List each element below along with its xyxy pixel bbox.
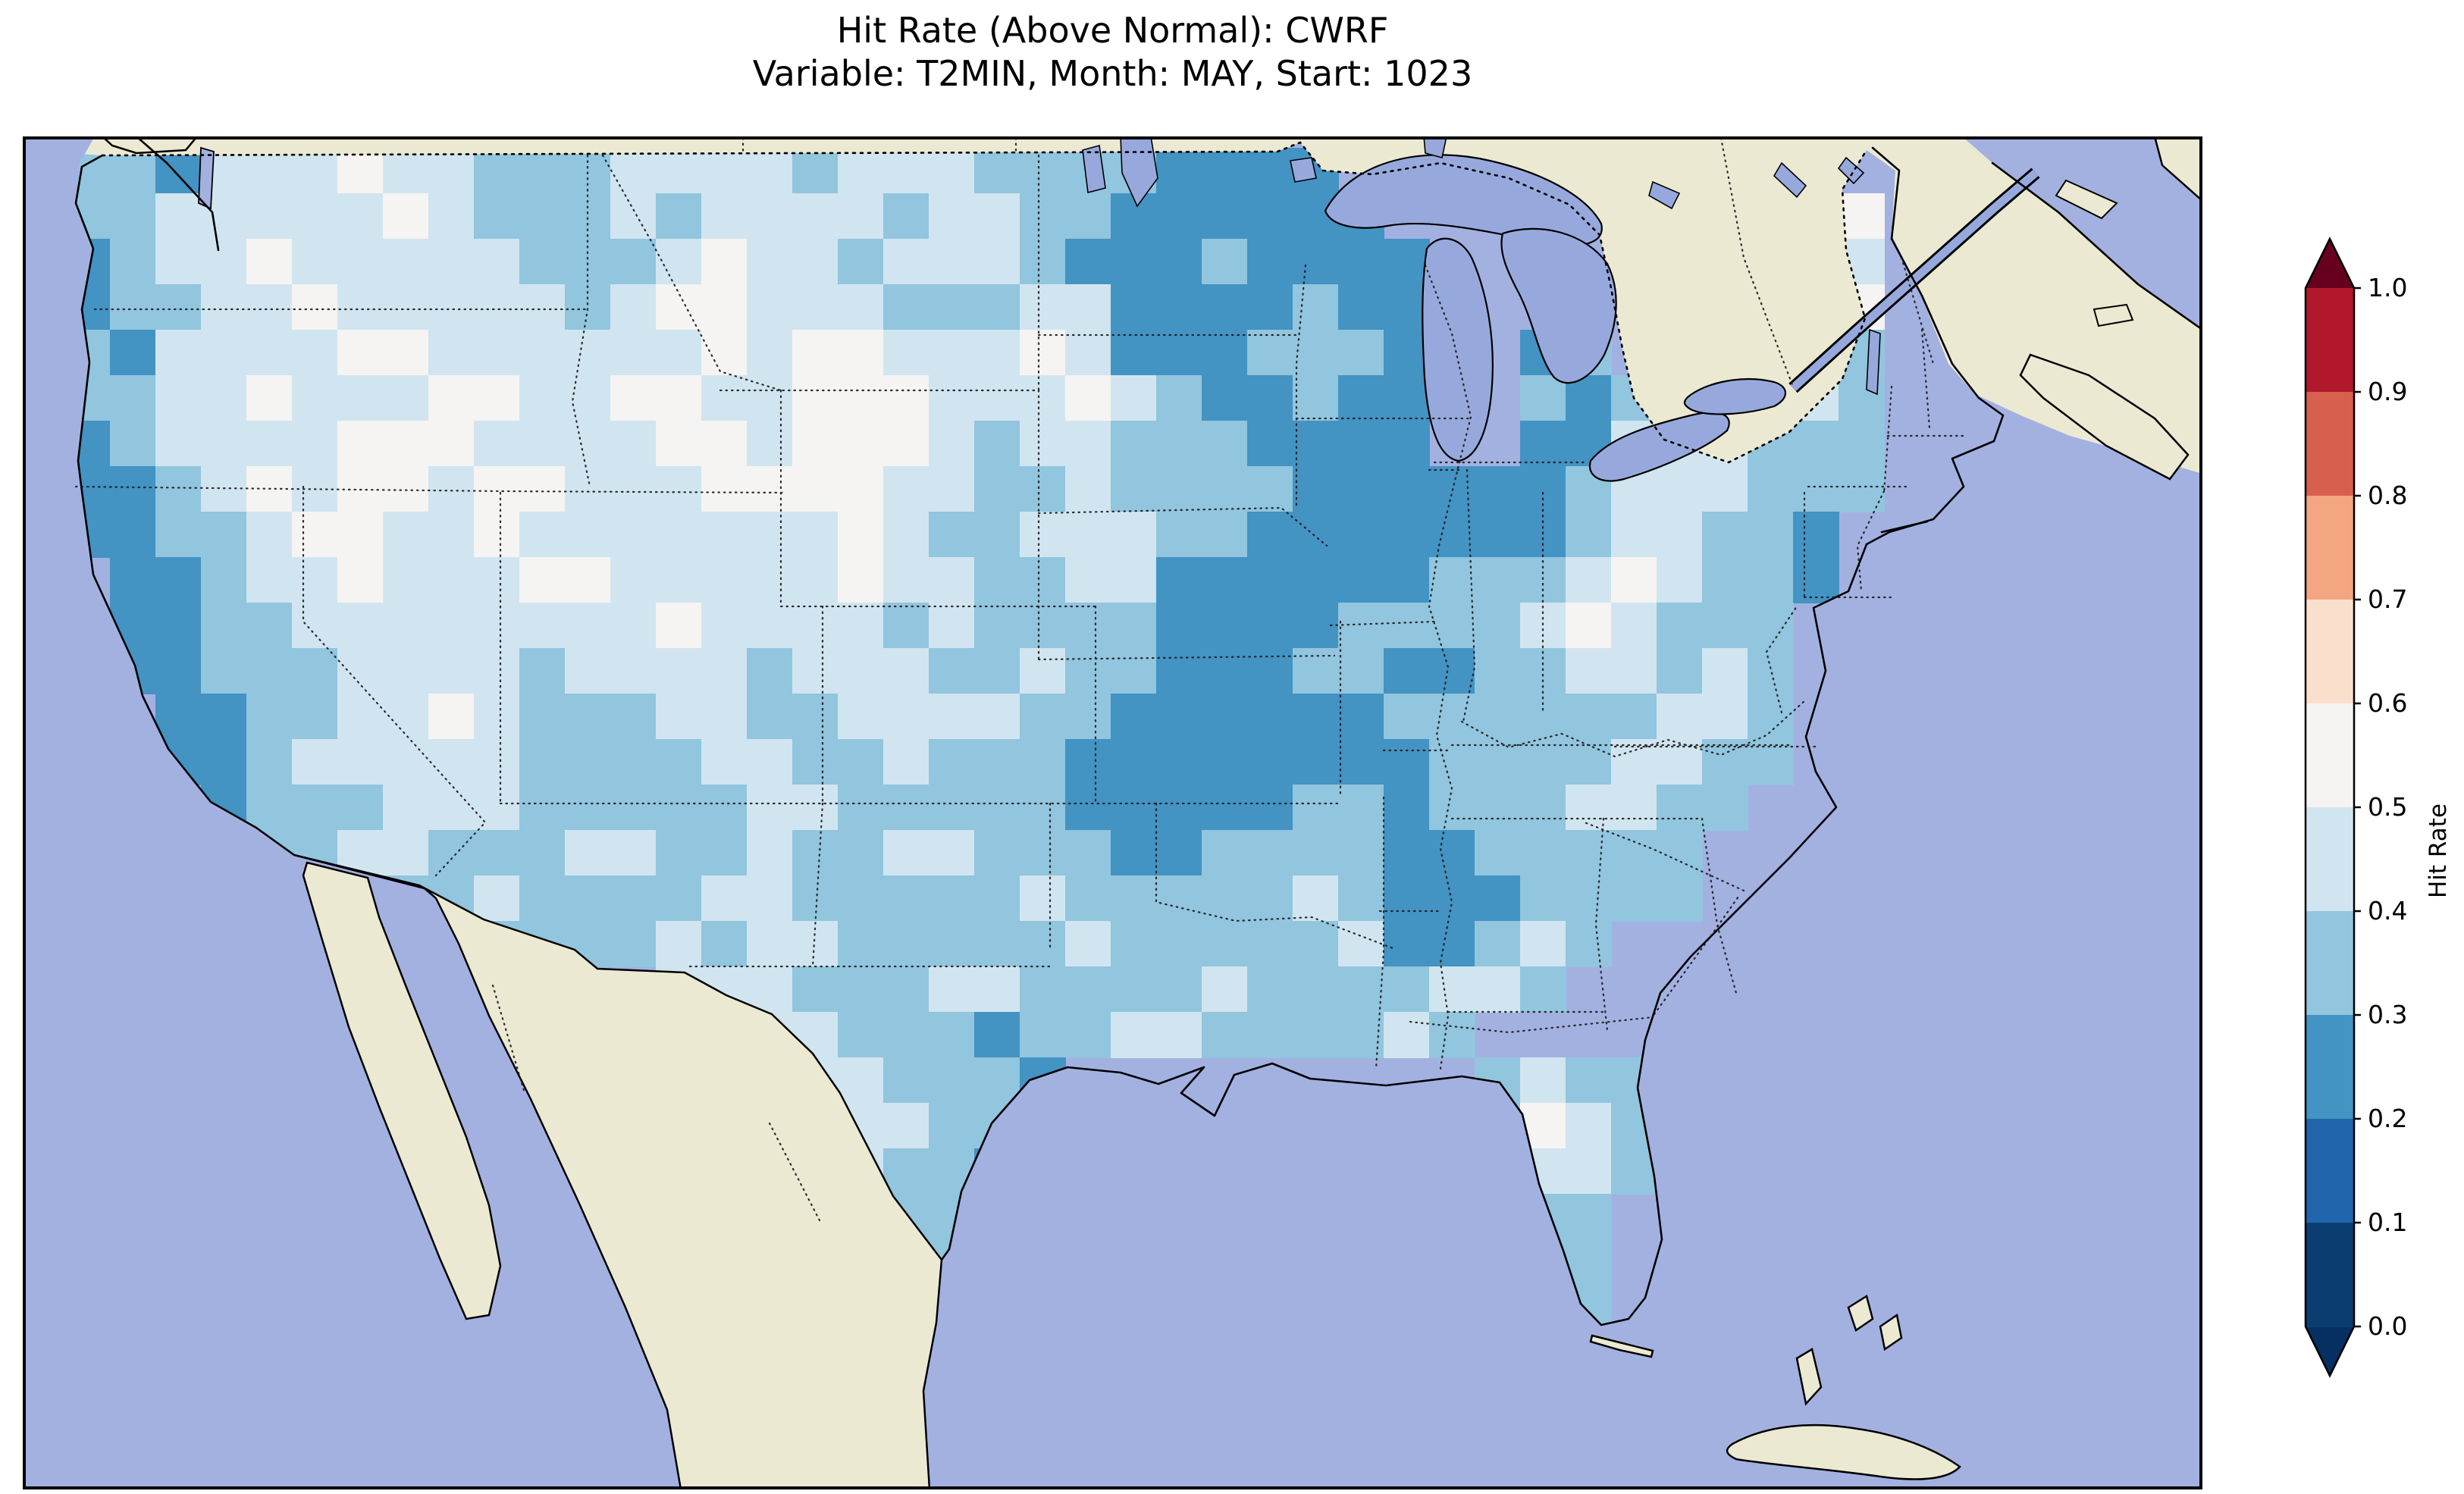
colorbar-tick-label: 0.4 [2368,896,2407,926]
st-lawrence-river-water [1790,169,2039,392]
colorbar-label: Hit Rate [2425,803,2452,898]
colorbar-tick-label: 0.9 [2368,377,2407,406]
figure-title-line2: Variable: T2MIN, Month: MAY, Start: 1023 [752,53,1473,94]
anticosti-island [2055,179,2118,220]
coastlines [74,136,2202,1326]
colorbar-svg: 1.0 0.9 0.8 0.7 0.6 0.5 0.4 0.3 0.2 0.1 0.0 [2304,236,2407,1378]
colorbar-tick-label: 0.8 [2368,481,2407,510]
us-canada-border [101,141,1868,464]
pacific-nw-ocean [23,136,95,203]
colorbar-tick-label: 0.7 [2368,584,2407,614]
lake-erie [1588,412,1730,482]
colorbar-tick-label: 0.2 [2368,1104,2407,1133]
caribbean-islands [1589,1295,1961,1480]
nova-scotia [2019,353,2190,481]
lake-champlain [1866,328,1881,396]
mexico-land [293,853,943,1489]
west-coast [74,154,296,857]
lake-ontario [1683,377,1787,415]
great-lakes [1324,154,1787,482]
gulf-st-lawrence-coast [1991,161,2202,331]
cuba [1726,1424,1961,1480]
colorbar-tick-label: 0.3 [2368,1000,2407,1029]
vancouver-island [101,136,199,155]
puget-sound [198,146,215,210]
lake-manitoba [1082,144,1106,194]
lake-winnipeg [1120,136,1158,208]
lake-huron [1500,227,1617,384]
prince-edward-island [2093,303,2134,327]
bc-coast [135,136,220,252]
us-hit-rate-map [23,136,2202,1489]
canada-land [23,136,2202,474]
long-island-coast [1880,520,1929,534]
figure-title-line1: Hit Rate (Above Normal): CWRF [836,10,1389,51]
eleuthera-island [1879,1313,1903,1351]
quebec-lake-1 [1773,161,1807,199]
newfoundland [2153,136,2202,202]
map-frame [23,136,2202,1489]
colorbar-tick-label: 0.6 [2368,688,2407,718]
lake-of-the-woods [1290,157,1317,183]
state-borders [74,136,1969,1223]
lake-michigan [1422,237,1494,462]
florida-keys [1589,1334,1654,1358]
canadian-lakes [1082,136,1881,396]
quebec-lake-2 [1837,156,1865,185]
colorbar-tick-label: 0.5 [2368,792,2407,822]
abaco-island [1847,1295,1874,1332]
gulf-atlantic-coast [940,146,2005,1326]
map-panel [23,136,2202,1489]
baja-california [302,861,502,1320]
colorbar-tick-label: 1.0 [2368,273,2407,302]
ontario-lake-small [1648,180,1681,210]
figure-title: Hit Rate (Above Normal): CWRF Variable: … [23,9,2202,96]
andros-island [1795,1348,1823,1406]
colorbar-tick-label: 0.0 [2368,1311,2407,1341]
colorbar-tick-label: 0.1 [2368,1207,2407,1237]
lake-nipigon [1423,136,1447,158]
colorbar: 1.0 0.9 0.8 0.7 0.6 0.5 0.4 0.3 0.2 0.1 0.0 [2301,235,2460,1417]
